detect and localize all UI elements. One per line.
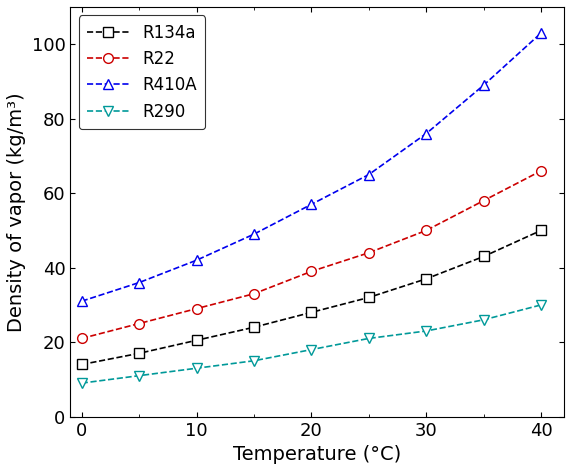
R290 <box>251 358 258 364</box>
R290 <box>136 373 143 379</box>
Legend: R134a, R22, R410A, R290: R134a, R22, R410A, R290 <box>79 15 205 129</box>
R134a <box>365 295 372 300</box>
Line: R134a: R134a <box>77 226 546 369</box>
R410A <box>251 231 258 237</box>
Y-axis label: Density of vapor (kg/m³): Density of vapor (kg/m³) <box>7 92 26 332</box>
R22 <box>308 268 315 274</box>
R134a <box>136 350 143 356</box>
R22 <box>423 227 429 233</box>
R22 <box>78 336 85 341</box>
R134a <box>308 309 315 315</box>
R410A <box>193 257 200 263</box>
R134a <box>78 362 85 367</box>
Line: R410A: R410A <box>77 28 546 306</box>
R410A <box>308 202 315 207</box>
R290 <box>365 336 372 341</box>
Line: R22: R22 <box>77 166 546 343</box>
R22 <box>365 250 372 256</box>
R290 <box>193 365 200 371</box>
R22 <box>136 321 143 326</box>
R290 <box>78 380 85 386</box>
X-axis label: Temperature (°C): Temperature (°C) <box>233 445 401 464</box>
R410A <box>538 30 545 36</box>
R290 <box>423 328 429 334</box>
R22 <box>480 198 487 203</box>
R134a <box>538 227 545 233</box>
R410A <box>365 172 372 178</box>
R134a <box>251 325 258 330</box>
R410A <box>480 82 487 88</box>
R410A <box>136 280 143 285</box>
R410A <box>423 131 429 137</box>
Line: R290: R290 <box>77 300 546 388</box>
R134a <box>423 276 429 282</box>
R22 <box>538 168 545 174</box>
R410A <box>78 298 85 304</box>
R22 <box>193 306 200 311</box>
R290 <box>480 317 487 323</box>
R134a <box>193 337 200 343</box>
R22 <box>251 291 258 297</box>
R134a <box>480 254 487 260</box>
R290 <box>308 347 315 352</box>
R290 <box>538 302 545 308</box>
